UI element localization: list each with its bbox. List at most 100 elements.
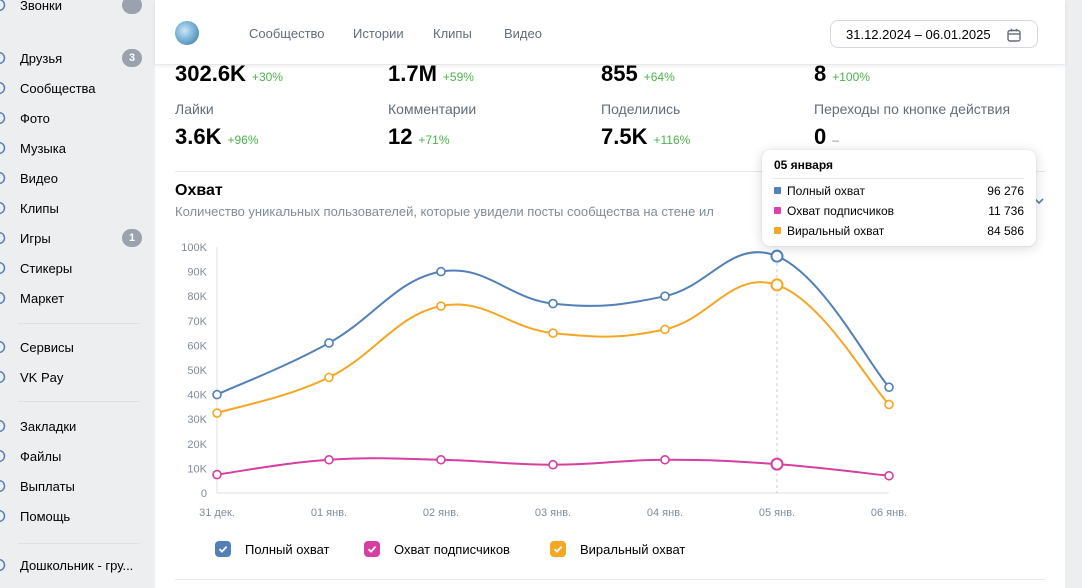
reach-chart[interactable]: 0 10K 20K 30K 40K 50K 60K 70K 80K 90K 100K 31 дек.… — [155, 230, 1065, 530]
stickers-icon — [0, 260, 10, 276]
bottom-divider — [175, 579, 1045, 580]
photo-icon — [0, 110, 10, 126]
tab-video[interactable]: Видео — [504, 25, 542, 41]
data-point[interactable] — [548, 459, 558, 470]
sidebar-item[interactable]: Видео — [0, 166, 150, 190]
data-point[interactable] — [436, 454, 446, 465]
community-avatar[interactable] — [175, 21, 199, 45]
check-icon — [553, 545, 563, 553]
sidebar-item[interactable]: Дошкольник - гру... — [0, 553, 150, 577]
sidebar-item[interactable]: Друзья 3 — [0, 46, 150, 70]
sidebar-item[interactable]: Закладки — [0, 414, 150, 438]
sidebar-item[interactable]: Игры 1 — [0, 226, 150, 250]
music-icon — [0, 140, 10, 156]
sidebar-item[interactable]: Сервисы — [0, 335, 150, 359]
sidebar-item[interactable]: Стикеры — [0, 256, 150, 280]
sidebar-item[interactable]: Сообщества — [0, 76, 150, 100]
counter-badge: 3 — [122, 49, 142, 67]
sidebar-item[interactable]: Музыка — [0, 136, 150, 160]
sidebar-item-label: Стикеры — [20, 260, 73, 276]
market-icon — [0, 290, 10, 306]
data-point[interactable] — [660, 291, 670, 301]
data-point[interactable] — [436, 266, 446, 277]
y-tick-label: 40K — [187, 390, 207, 402]
stat-change: +100% — [832, 70, 870, 84]
data-point[interactable] — [770, 457, 784, 471]
data-point[interactable] — [212, 469, 222, 480]
tooltip-row-name: Охват подписчиков — [787, 204, 895, 218]
data-point[interactable] — [884, 382, 894, 393]
stat-action-clicks-value: 0– — [814, 124, 839, 150]
data-point[interactable] — [324, 338, 334, 348]
y-tick-label: 100K — [181, 242, 207, 254]
data-point[interactable] — [212, 408, 222, 418]
checkbox-icon[interactable] — [215, 541, 231, 557]
tooltip-row-full: Полный охват 96 276 — [774, 183, 1024, 199]
stat-value: 302.6K — [175, 61, 246, 86]
sidebar-item-label: Файлы — [20, 448, 62, 464]
sidebar-item[interactable]: Фото — [0, 106, 150, 130]
tooltip-row-value: 96 276 — [987, 184, 1024, 198]
tooltip-row-viral: Виральный охват 84 586 — [774, 223, 1024, 239]
sidebar-item[interactable]: Выплаты — [0, 474, 150, 498]
data-point[interactable] — [548, 328, 558, 338]
date-range-text: 31.12.2024 – 06.01.2025 — [846, 26, 991, 42]
sidebar-item[interactable]: Клипы — [0, 196, 150, 220]
data-point[interactable] — [548, 298, 558, 309]
stat-likes-value: 3.6K +96% — [175, 124, 259, 150]
data-point[interactable] — [770, 278, 784, 292]
y-tick-label: 20K — [187, 439, 207, 451]
phone-icon — [0, 0, 10, 13]
sidebar-item[interactable]: Файлы — [0, 444, 150, 468]
stat-shares-label: Поделились — [601, 101, 681, 117]
x-tick-label: 06 янв. — [871, 507, 907, 519]
legend-item-subscribers[interactable]: Охват подписчиков — [364, 540, 510, 558]
x-tick-label: 01 янв. — [311, 507, 347, 519]
data-point[interactable] — [884, 399, 894, 410]
tab-stories[interactable]: Истории — [353, 25, 404, 41]
main-content — [155, 0, 1065, 588]
video-icon — [0, 170, 10, 186]
stat-likes-label: Лайки — [175, 101, 214, 117]
checkbox-icon[interactable] — [550, 541, 566, 557]
sidebar-item[interactable]: Помощь — [0, 504, 150, 528]
data-point[interactable] — [770, 249, 784, 263]
chevron-down-icon[interactable] — [1033, 196, 1045, 206]
stat-comments-label: Комментарии — [388, 101, 477, 117]
stat-value: 7.5K — [601, 124, 648, 149]
section-title: Охват — [175, 182, 223, 199]
stat-change: +116% — [653, 133, 691, 147]
tab-clips[interactable]: Клипы — [433, 25, 472, 41]
stat-shares-value: 7.5K +116% — [601, 124, 690, 150]
sidebar-item-label: Клипы — [20, 200, 59, 216]
date-range-picker[interactable]: 31.12.2024 – 06.01.2025 — [830, 20, 1038, 48]
legend-label: Виральный охват — [580, 541, 686, 557]
top-bar: Сообщество Истории Клипы Видео 31.12.202… — [155, 0, 1065, 65]
data-point[interactable] — [436, 301, 446, 311]
data-point[interactable] — [324, 454, 334, 465]
data-point[interactable] — [660, 454, 670, 465]
checkbox-icon[interactable] — [364, 541, 380, 557]
data-point[interactable] — [212, 389, 222, 400]
legend-label: Полный охват — [245, 541, 330, 557]
tooltip-divider — [772, 178, 1024, 179]
check-icon — [367, 545, 377, 553]
data-point[interactable] — [324, 372, 334, 383]
check-icon — [218, 545, 228, 553]
stat-change: +71% — [418, 133, 450, 147]
y-tick-label: 50K — [187, 365, 207, 377]
legend-item-viral[interactable]: Виральный охват — [550, 540, 685, 558]
legend-swatch — [774, 187, 781, 194]
sidebar-item-label: Сообщества — [20, 80, 96, 96]
stat-fourth-value: 8 +100% — [814, 61, 870, 87]
tab-community[interactable]: Сообщество — [249, 25, 325, 41]
legend-item-full[interactable]: Полный охват — [215, 540, 330, 558]
payouts-icon — [0, 478, 10, 494]
stat-change: +59% — [442, 70, 474, 84]
sidebar-item[interactable]: VK Pay — [0, 365, 150, 389]
sidebar-item-label: Музыка — [20, 140, 66, 156]
sidebar-item[interactable]: Маркет — [0, 286, 150, 310]
data-point[interactable] — [884, 470, 894, 481]
data-point[interactable] — [660, 324, 670, 335]
sidebar-item[interactable]: Звонки — [0, 0, 150, 17]
